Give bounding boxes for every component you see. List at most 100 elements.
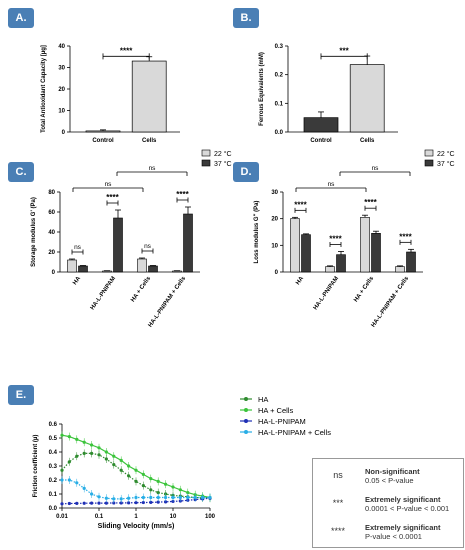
x-tick-label: Control [310,138,332,144]
legend-label: 22 °C [214,150,232,158]
legend-marker [244,408,248,412]
y-tick-label: 0.1 [49,492,58,498]
legend-title: Extremely significant [365,495,441,504]
y-tick-label: 80 [48,190,55,196]
data-point [149,500,153,504]
significance-label: *** [339,46,349,55]
pair-significance-label: **** [176,190,189,199]
bar-22c [67,259,77,273]
bar-37c [301,234,311,273]
series-line [61,452,211,499]
legend-label: 37 °C [437,160,455,168]
y-tick-label: 10 [58,109,65,115]
data-point [156,500,160,504]
x-tick-label: HA-L-PNIPAM + Cells [371,275,411,328]
y-tick-label: 20 [271,217,278,223]
pair-significance-label: **** [329,234,342,243]
pair-significance-label: **** [399,232,412,241]
legend-label: HA [258,395,268,404]
panel-tag-c: C. [8,162,34,182]
bar-22c [172,270,182,273]
data-point [134,501,138,505]
legend-label: HA-L-PNIPAM + Cells [258,428,331,437]
y-tick-label: 0.4 [49,450,58,456]
y-axis-label: Storage modulus G' (Pa) [31,197,37,267]
legend-detail: P-value < 0.0001 [365,532,422,541]
y-tick-label: 0 [275,270,279,276]
bar-22c [102,270,112,273]
y-tick-label: 20 [58,87,65,93]
data-point [104,501,108,505]
bar-22c [325,266,335,273]
legend-symbol: **** [330,526,345,536]
panel-tag-d: D. [233,162,259,182]
y-tick-label: 40 [48,230,55,236]
legend-detail: 0.0001 < P-value < 0.001 [365,504,450,513]
legend-marker [244,430,248,434]
legend-text: Extremely significant 0.0001 < P-value < … [365,495,461,513]
legend-marker [244,397,248,401]
bar-37c [78,265,88,273]
x-tick-label: HA-L-PNIPAM [313,276,340,312]
legend-text: Non-significant 0.05 < P-value [365,467,461,485]
bar-37c [406,251,416,273]
legend-title: Extremely significant [365,523,441,532]
data-point [164,500,168,504]
significance-legend: ns Non-significant 0.05 < P-value *** Ext… [312,458,464,548]
data-point [97,501,101,505]
x-tick-label: HA + Cells [130,275,152,303]
panel-tag-b: B. [233,8,259,28]
bar-37c [371,233,381,273]
y-tick-label: 0 [62,130,66,136]
data-point [90,501,94,505]
panel-tag-a: A. [8,8,34,28]
pair-significance-label: ns [144,243,152,250]
pair-significance-label: **** [106,193,119,202]
bar-22c [360,217,370,273]
bar-37c [113,217,123,273]
series-line [61,497,211,505]
data-point [119,501,123,505]
y-axis-label: Loss modulus G'' (Pa) [254,201,260,264]
bar-cells [131,60,167,133]
cross-significance-label: ns [372,165,380,172]
legend-marker [244,419,248,423]
x-tick-label: 10 [170,514,177,520]
legend-label: HA + Cells [258,406,293,415]
legend-swatch [424,149,434,157]
x-tick-label: HA-L-PNIPAM + Cells [148,275,188,328]
y-axis-label: Ferrous Equivalents (mM) [259,52,265,126]
y-tick-label: 0.3 [275,44,284,50]
y-tick-label: 20 [48,250,55,256]
legend-label: 37 °C [214,160,232,168]
legend-swatch [201,149,211,157]
y-tick-label: 0.2 [49,478,58,484]
x-tick-label: 100 [205,514,216,520]
bar-control [85,130,121,133]
legend-label: 22 °C [437,150,455,158]
pair-significance-label: **** [294,200,307,209]
y-tick-label: 0 [52,270,56,276]
data-point [127,501,131,505]
cross-significance-label: ns [328,181,336,188]
x-tick-label: HA [72,275,82,286]
pair-significance-label: **** [364,198,377,207]
legend-swatch [424,159,434,167]
y-tick-label: 30 [58,66,65,72]
legend-symbol: *** [332,498,344,508]
legend-swatch [201,159,211,167]
panel-tag-e: E. [8,385,34,405]
y-tick-label: 30 [271,190,278,196]
bar-37c [183,213,193,273]
y-tick-label: 60 [48,210,55,216]
y-axis-label: Friction coefficient (µ) [33,435,39,498]
x-tick-label: Cells [142,138,157,144]
y-tick-label: 40 [58,44,65,50]
pair-significance-label: ns [74,244,82,251]
data-point [75,501,79,505]
y-tick-label: 0.1 [275,101,284,107]
bar-37c [336,254,346,273]
cross-significance-label: ns [105,181,113,188]
bar-22c [137,258,147,273]
legend-detail: 0.05 < P-value [365,476,414,485]
